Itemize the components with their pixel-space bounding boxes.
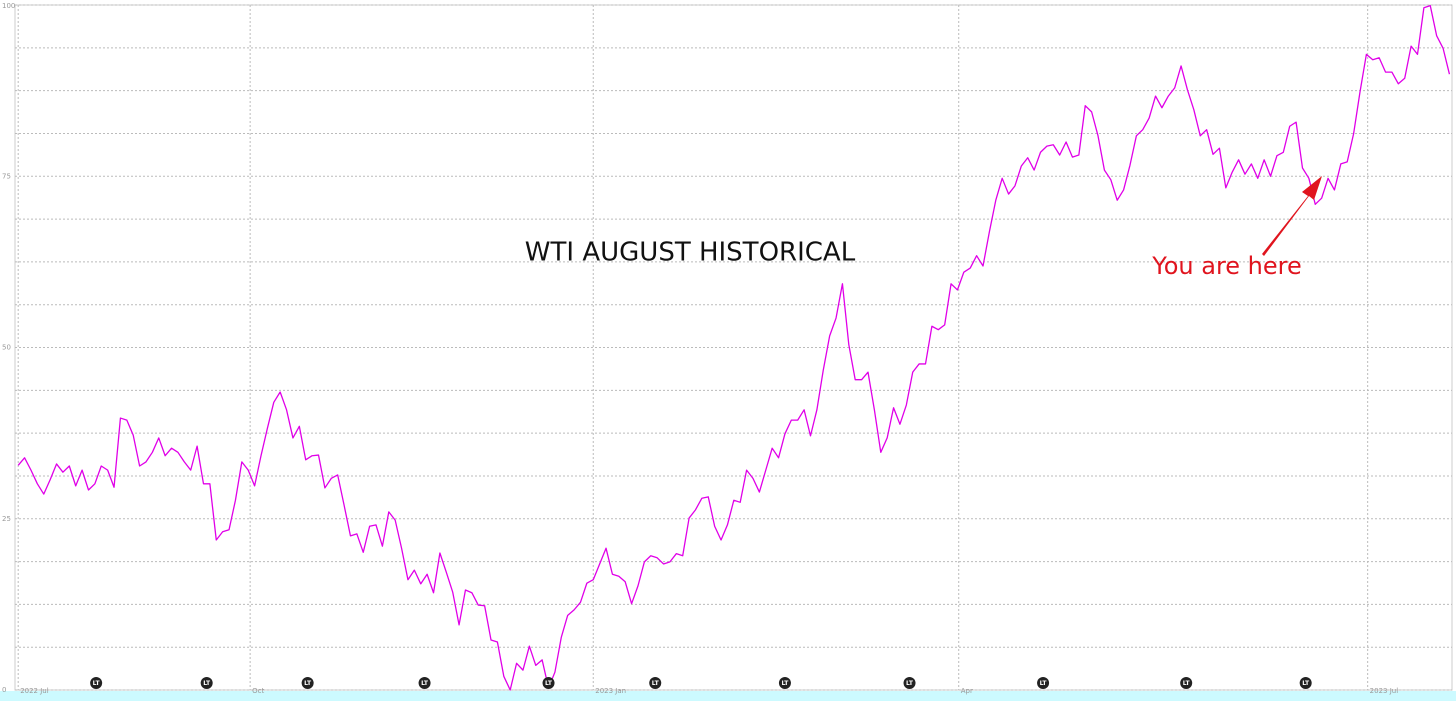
y-tick-label: 75 [2,172,11,180]
event-marker-label: LT [1302,680,1310,687]
event-marker [90,677,103,689]
event-marker [649,677,662,689]
y-tick-label: 50 [2,344,11,352]
event-marker [418,677,431,689]
x-tick-label: 2022 Jul [20,687,49,695]
event-marker [778,677,791,689]
price-line [17,5,1451,691]
event-marker-label: LT [203,680,211,687]
plot: LT LT LT LT LT LT LT LT LT LT LT [17,5,1451,691]
x-tick-label: 2023 Jan [595,687,626,695]
event-marker-label: LT [1183,680,1191,687]
event-marker-label: LT [1040,680,1048,687]
event-marker [1037,677,1050,689]
event-marker [903,677,916,689]
annotation-arrow [1262,176,1322,256]
event-marker-label: LT [304,680,312,687]
annotation: You are here [1151,252,1302,280]
chart-title: WTI AUGUST HISTORICAL [525,238,856,268]
event-marker [200,677,213,689]
x-tick-label: Oct [252,687,264,695]
event-marker [1180,677,1193,689]
x-tick-label: 2023 Jul [1370,687,1399,695]
event-marker-label: LT [906,680,914,687]
y-tick-label: 100 [2,2,15,10]
y-tick-label: 25 [2,515,11,523]
event-marker [301,677,314,689]
event-marker-label: LT [545,680,553,687]
event-marker [1299,677,1312,689]
event-marker [542,677,555,689]
time-band [0,691,1456,701]
x-tick-label: Apr [961,687,973,695]
event-marker-label: LT [652,680,660,687]
event-marker-label: LT [421,680,429,687]
y-tick-label: 0 [2,686,6,694]
event-marker-label: LT [93,680,101,687]
event-marker-label: LT [781,680,789,687]
